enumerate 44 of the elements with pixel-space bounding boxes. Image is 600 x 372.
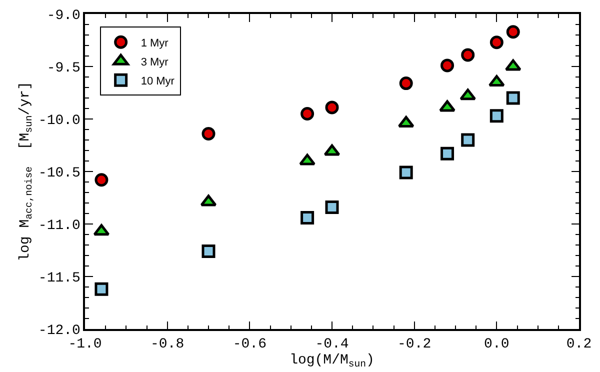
point xyxy=(93,224,110,236)
point xyxy=(94,173,108,187)
x-tick-label: -0.4 xyxy=(315,336,349,353)
legend-label: 3 Myr xyxy=(140,56,169,68)
point xyxy=(325,100,339,114)
point xyxy=(94,282,108,296)
y-tick-label: -12.0 xyxy=(38,322,80,339)
y-tick-label: -9.0 xyxy=(46,8,80,24)
y-tick-label: -10.5 xyxy=(38,165,80,182)
point xyxy=(300,107,314,120)
point xyxy=(461,48,475,62)
y-tick-label: -11.0 xyxy=(38,218,80,234)
point xyxy=(399,76,413,90)
point xyxy=(399,166,413,180)
point xyxy=(461,133,475,147)
point xyxy=(299,154,316,166)
point xyxy=(324,144,340,156)
point xyxy=(398,116,414,128)
point xyxy=(300,210,314,224)
point xyxy=(506,91,520,105)
x-tick-label: -0.6 xyxy=(232,336,266,353)
point xyxy=(439,100,456,112)
y-tick-label: -10.0 xyxy=(38,112,80,129)
point xyxy=(202,244,216,258)
point xyxy=(202,126,216,140)
y-tick-label: -9.5 xyxy=(46,60,80,76)
point xyxy=(490,36,504,50)
legend-label: 10 Myr xyxy=(140,75,175,88)
point xyxy=(440,146,454,160)
x-axis-title: log(M/M$_{sun}$) xyxy=(290,352,374,370)
x-tick-label: -1.0 xyxy=(68,336,102,353)
point xyxy=(490,109,504,123)
x-tick-label: 0.2 xyxy=(566,336,592,353)
x-tick-label: -0.8 xyxy=(150,336,184,353)
point xyxy=(200,194,217,206)
x-tick-label: -0.2 xyxy=(398,336,432,353)
point xyxy=(460,88,476,100)
legend-label: 1 Myr xyxy=(140,37,169,50)
x-tick-label: 0.0 xyxy=(484,336,510,353)
point xyxy=(506,25,520,39)
y-tick-label: -11.5 xyxy=(38,270,80,286)
point xyxy=(325,200,339,214)
point xyxy=(504,59,522,71)
point xyxy=(440,58,454,72)
